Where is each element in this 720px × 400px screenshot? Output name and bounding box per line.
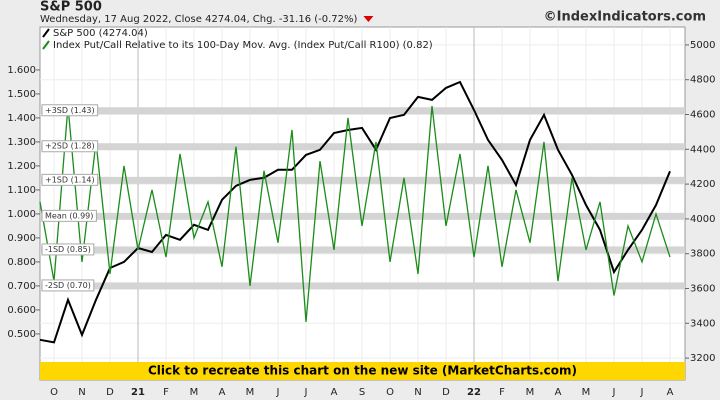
y-tick-label: 1.600 xyxy=(7,65,36,76)
sd-band-label-box xyxy=(41,104,99,117)
y2-tick-label: 4800 xyxy=(690,75,715,86)
series-line xyxy=(39,105,671,322)
y2-tick-label: 4400 xyxy=(690,144,715,155)
y2-tick-label: 3200 xyxy=(690,353,715,364)
y2-tick-label: 4600 xyxy=(690,110,715,121)
x-tick-label: J xyxy=(640,387,644,398)
y-tick-label: 1.500 xyxy=(7,89,36,100)
x-tick-label: D xyxy=(106,387,114,398)
y-tick-label: 0.800 xyxy=(7,257,36,268)
y-tick-label: 0.500 xyxy=(7,329,36,340)
x-tick-label: M xyxy=(582,387,591,398)
legend-label: S&P 500 (4274.04) xyxy=(53,28,148,39)
y-tick-label: 0.900 xyxy=(7,233,36,244)
x-tick-label: A xyxy=(219,387,226,398)
x-tick-label: M xyxy=(246,387,255,398)
sd-band xyxy=(40,246,685,254)
x-tick-label: A xyxy=(555,387,562,398)
x-tick-label: O xyxy=(386,387,394,398)
sd-band-label: +1SD (1.14) xyxy=(45,175,95,184)
down-arrow xyxy=(363,16,374,22)
y2-tick-label: 4000 xyxy=(690,214,715,225)
y-tick-label: 1.400 xyxy=(7,113,36,124)
sd-band-label: +3SD (1.43) xyxy=(45,106,95,115)
y-tick-label: 1.200 xyxy=(7,161,36,172)
y2-tick-label: 3800 xyxy=(690,249,715,260)
sd-band-label: -1SD (0.85) xyxy=(45,245,91,254)
x-tick-label: S xyxy=(359,387,365,398)
x-tick-label: F xyxy=(163,387,169,398)
x-tick-label: D xyxy=(442,387,450,398)
watermark: ©IndexIndicators.com xyxy=(544,10,706,25)
x-tick-label: J xyxy=(612,387,616,398)
sd-band-label-box xyxy=(41,173,99,186)
x-tick-label: N xyxy=(414,387,421,398)
sd-band-label-box xyxy=(41,140,99,153)
sd-band xyxy=(40,176,685,184)
x-tick-label: J xyxy=(276,387,280,398)
sd-band-label-box xyxy=(41,279,95,292)
sd-band xyxy=(40,212,685,220)
x-tick-label: N xyxy=(78,387,85,398)
y-tick-label: 1.100 xyxy=(7,185,36,196)
y-tick-label: 0.700 xyxy=(7,281,36,292)
sd-band xyxy=(40,143,685,151)
sd-band-label-box xyxy=(41,243,95,256)
y2-tick-label: 3400 xyxy=(690,318,715,329)
x-tick-label: J xyxy=(304,387,308,398)
y2-tick-label: 3600 xyxy=(690,283,715,294)
x-tick-label: F xyxy=(499,387,505,398)
y2-tick-label: 5000 xyxy=(690,40,715,51)
sd-band xyxy=(40,107,685,115)
chart-title: S&P 500 xyxy=(40,0,102,15)
banner[interactable] xyxy=(40,362,685,380)
chart-subtitle: Wednesday, 17 Aug 2022, Close 4274.04, C… xyxy=(40,14,358,25)
y2-tick-label: 4200 xyxy=(690,179,715,190)
x-tick-label: M xyxy=(526,387,535,398)
y-tick-label: 1.000 xyxy=(7,209,36,220)
legend-label: Index Put/Call Relative to its 100-Day M… xyxy=(53,40,433,51)
x-tick-label: 21 xyxy=(131,387,145,398)
x-tick-label: O xyxy=(50,387,58,398)
sd-band-label: +2SD (1.28) xyxy=(45,142,95,151)
x-tick-label: M xyxy=(190,387,199,398)
sd-band-label: -2SD (0.70) xyxy=(45,281,91,290)
x-tick-label: A xyxy=(331,387,338,398)
sd-band-label: Mean (0.99) xyxy=(45,211,93,220)
legend-swatch xyxy=(42,40,50,50)
y-tick-label: 0.600 xyxy=(7,305,36,316)
x-tick-label: A xyxy=(667,387,674,398)
series-line xyxy=(39,80,671,344)
sd-band-label-box xyxy=(41,209,97,222)
y-tick-label: 1.300 xyxy=(7,137,36,148)
legend-swatch xyxy=(42,28,50,38)
sd-band xyxy=(40,282,685,290)
x-tick-label: 22 xyxy=(467,387,481,398)
banner-text[interactable]: Click to recreate this chart on the new … xyxy=(148,364,577,378)
